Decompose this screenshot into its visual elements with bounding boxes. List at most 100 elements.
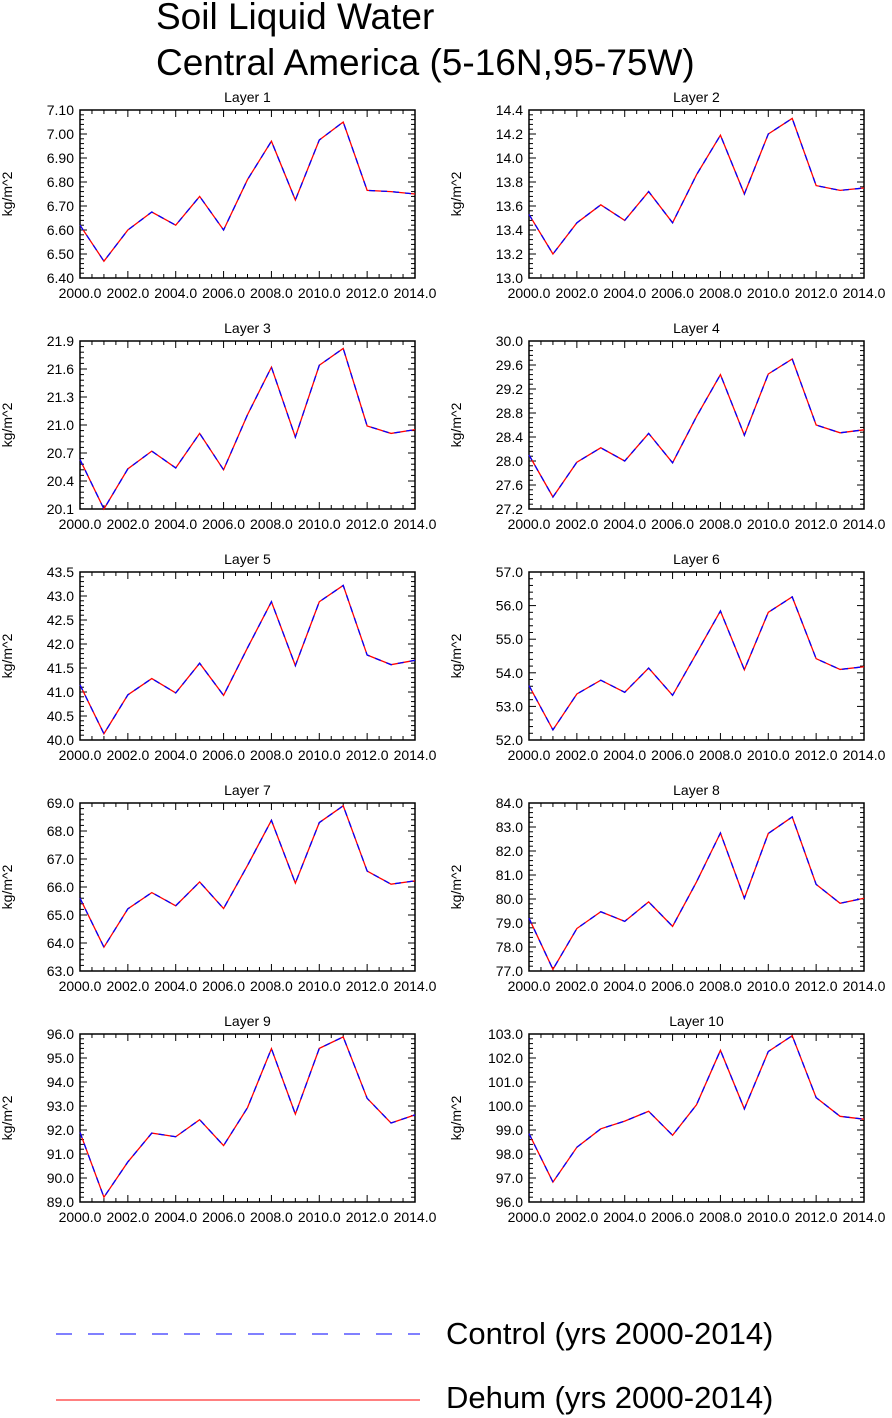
x-tick-label: 2014.0 xyxy=(394,285,437,301)
x-tick-label: 2012.0 xyxy=(346,978,389,994)
x-tick-label: 2014.0 xyxy=(843,516,886,532)
x-tick-label: 2006.0 xyxy=(202,1209,245,1225)
plot-frame xyxy=(79,571,416,741)
y-tick-label: 93.0 xyxy=(47,1098,74,1114)
series-line-control xyxy=(528,117,865,256)
x-tick-label: 2008.0 xyxy=(250,285,293,301)
x-tick-label: 2014.0 xyxy=(843,285,886,301)
y-tick-label: 89.0 xyxy=(47,1194,74,1210)
x-tick-label: 2014.0 xyxy=(843,1209,886,1225)
y-tick-label: 6.60 xyxy=(47,222,74,238)
y-tick-label: 41.5 xyxy=(47,660,74,676)
y-tick-label: 40.0 xyxy=(47,732,74,748)
y-tick-label: 28.0 xyxy=(496,453,523,469)
y-tick-label: 83.0 xyxy=(496,819,523,835)
x-tick-label: 2002.0 xyxy=(555,1209,598,1225)
x-tick-label: 2000.0 xyxy=(508,285,551,301)
x-tick-label: 2004.0 xyxy=(154,285,197,301)
plot-frame xyxy=(528,340,865,510)
series-line-dehum xyxy=(528,595,865,732)
y-tick-label: 101.0 xyxy=(488,1074,523,1090)
x-tick-label: 2006.0 xyxy=(202,978,245,994)
panel-8: Layer 8 kg/m^2 77.0 78.0 79.0 80.0 81.0 82.0 83.… xyxy=(448,782,886,994)
x-tick-label: 2010.0 xyxy=(747,516,790,532)
y-axis-label: kg/m^2 xyxy=(0,1095,15,1140)
x-tick-label: 2006.0 xyxy=(651,747,694,763)
y-tick-label: 14.4 xyxy=(496,102,523,118)
y-tick-label: 27.2 xyxy=(496,501,523,517)
x-tick-label: 2012.0 xyxy=(346,516,389,532)
series-line-control xyxy=(79,347,416,511)
y-tick-label: 21.3 xyxy=(47,389,74,405)
y-tick-label: 20.1 xyxy=(47,501,74,517)
x-tick-label: 2006.0 xyxy=(651,1209,694,1225)
x-tick-label: 2008.0 xyxy=(250,747,293,763)
panels-group: Layer 1 kg/m^2 6.40 6.50 6.60 6.70 6.80 6.90 7.0… xyxy=(0,89,886,1225)
y-axis-label: kg/m^2 xyxy=(448,633,464,678)
x-tick-label: 2010.0 xyxy=(747,747,790,763)
y-tick-label: 13.6 xyxy=(496,198,523,214)
legend-label-control: Control (yrs 2000-2014) xyxy=(446,1316,773,1351)
x-tick-label: 2004.0 xyxy=(603,978,646,994)
series-line-dehum xyxy=(528,358,865,499)
y-tick-label: 43.5 xyxy=(47,564,74,580)
x-tick-label: 2008.0 xyxy=(699,978,742,994)
y-tick-label: 97.0 xyxy=(496,1170,523,1186)
x-tick-label: 2008.0 xyxy=(250,1209,293,1225)
x-tick-label: 2012.0 xyxy=(795,516,838,532)
panel-title: Layer 9 xyxy=(224,1013,271,1029)
x-tick-label: 2004.0 xyxy=(603,1209,646,1225)
y-tick-label: 27.6 xyxy=(496,477,523,493)
x-tick-label: 2012.0 xyxy=(346,285,389,301)
series-line-dehum xyxy=(528,117,865,256)
legend-label-dehum: Dehum (yrs 2000-2014) xyxy=(446,1380,773,1415)
x-tick-label: 2006.0 xyxy=(651,285,694,301)
panel-title: Layer 2 xyxy=(673,89,720,105)
panel-title: Layer 7 xyxy=(224,782,271,798)
y-axis-label: kg/m^2 xyxy=(0,633,15,678)
series-line-control xyxy=(528,595,865,732)
y-axis-label: kg/m^2 xyxy=(448,171,464,216)
y-tick-label: 29.6 xyxy=(496,357,523,373)
panel-6: Layer 6 kg/m^2 52.0 53.0 54.0 55.0 56.0 57.0 200… xyxy=(448,551,886,763)
x-tick-label: 2002.0 xyxy=(555,516,598,532)
x-tick-label: 2010.0 xyxy=(747,285,790,301)
y-tick-label: 28.4 xyxy=(496,429,523,445)
x-tick-label: 2008.0 xyxy=(699,747,742,763)
y-tick-label: 54.0 xyxy=(496,665,523,681)
x-tick-label: 2012.0 xyxy=(346,1209,389,1225)
plot-frame xyxy=(528,802,865,972)
series-line-control xyxy=(528,358,865,499)
x-tick-label: 2004.0 xyxy=(603,747,646,763)
series-line-control xyxy=(79,804,416,949)
y-tick-label: 65.0 xyxy=(47,907,74,923)
y-tick-label: 6.90 xyxy=(47,150,74,166)
x-tick-label: 2000.0 xyxy=(59,285,102,301)
plot-frame xyxy=(79,340,416,510)
legend: Control (yrs 2000-2014) Dehum (yrs 2000-… xyxy=(56,1316,773,1415)
panel-title: Layer 10 xyxy=(669,1013,724,1029)
x-tick-label: 2000.0 xyxy=(59,978,102,994)
x-tick-label: 2000.0 xyxy=(508,747,551,763)
y-tick-label: 95.0 xyxy=(47,1050,74,1066)
panel-title: Layer 5 xyxy=(224,551,271,567)
y-tick-label: 66.0 xyxy=(47,879,74,895)
panel-10: Layer 10 kg/m^2 96.0 97.0 98.0 99.0 100.0 101.0… xyxy=(448,1013,886,1225)
y-tick-label: 84.0 xyxy=(496,795,523,811)
y-tick-label: 42.5 xyxy=(47,612,74,628)
x-tick-label: 2014.0 xyxy=(394,747,437,763)
y-tick-label: 67.0 xyxy=(47,851,74,867)
y-tick-label: 68.0 xyxy=(47,823,74,839)
plot-frame xyxy=(528,571,865,741)
y-tick-label: 21.6 xyxy=(47,361,74,377)
y-tick-label: 40.5 xyxy=(47,708,74,724)
y-axis-label: kg/m^2 xyxy=(448,1095,464,1140)
panel-title: Layer 6 xyxy=(673,551,720,567)
panel-1: Layer 1 kg/m^2 6.40 6.50 6.60 6.70 6.80 6.90 7.0… xyxy=(0,89,437,301)
y-tick-label: 52.0 xyxy=(496,732,523,748)
x-tick-label: 2002.0 xyxy=(555,747,598,763)
plot-frame xyxy=(528,109,865,279)
x-tick-label: 2004.0 xyxy=(154,516,197,532)
y-tick-label: 55.0 xyxy=(496,631,523,647)
series-line-dehum xyxy=(528,1034,865,1184)
